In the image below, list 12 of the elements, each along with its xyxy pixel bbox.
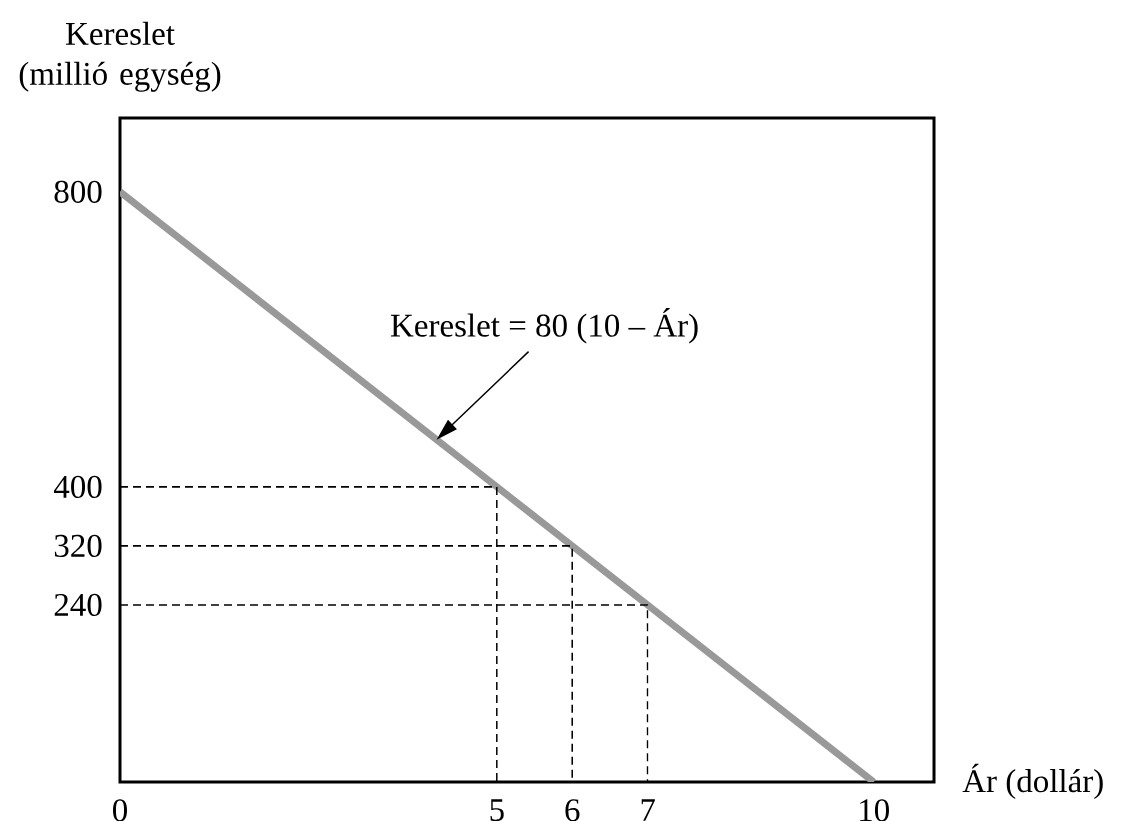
annotation: Kereslet = 80 (10 – Ár) <box>390 308 698 344</box>
y-tick-label: 400 <box>53 475 102 499</box>
y-tick-label: 240 <box>54 593 102 617</box>
x-tick-label: 6 <box>565 799 580 821</box>
x-tick-label: 5 <box>490 799 504 821</box>
y-tick-label: 800 <box>54 180 102 203</box>
x-axis-title: Ár (dollár) <box>962 763 1103 800</box>
y-tick-label: 320 <box>54 534 102 558</box>
x-tick-label: 0 <box>113 799 127 821</box>
y-axis-title: Kereslet (millió egység) <box>19 21 221 92</box>
x-tick-label: 7 <box>641 799 655 821</box>
x-tick-label: 10 <box>860 799 889 821</box>
